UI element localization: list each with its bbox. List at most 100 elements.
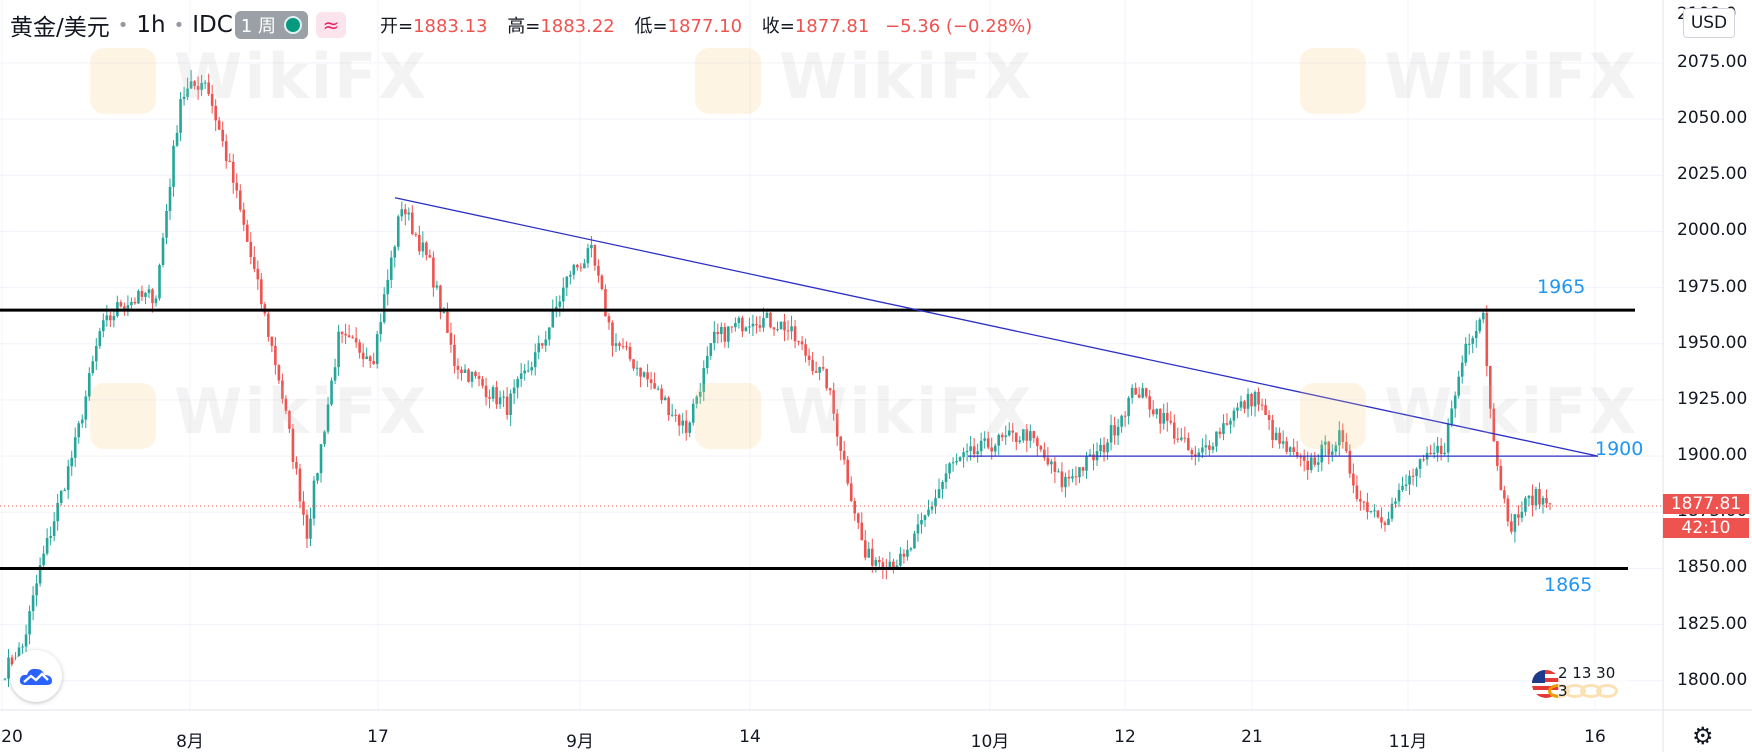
currency-button[interactable]: USD <box>1683 8 1735 38</box>
candle-body <box>1197 452 1201 456</box>
candle-body <box>572 264 576 275</box>
candle-body <box>347 335 351 338</box>
candle-body <box>944 473 948 482</box>
candle-body <box>677 414 681 426</box>
candle-body <box>158 264 161 299</box>
candle-body <box>382 294 386 323</box>
candle-body <box>203 82 207 84</box>
candle-body <box>569 274 572 277</box>
candle-body <box>899 553 902 566</box>
candle-body <box>730 326 734 328</box>
candle-body <box>656 388 660 390</box>
candle-body <box>253 257 256 269</box>
candle-body <box>1229 420 1232 425</box>
candle-body <box>274 345 277 366</box>
candle-body <box>1432 452 1436 455</box>
candle-body <box>3 678 7 680</box>
candle-body <box>1253 392 1257 407</box>
candle-body <box>245 224 249 242</box>
candle-body <box>389 257 393 280</box>
candle-body <box>758 325 762 328</box>
candle-body <box>727 326 730 342</box>
candle-body <box>70 457 74 467</box>
candle-body <box>21 646 24 648</box>
candle-body <box>130 301 133 306</box>
candle-body <box>979 440 983 452</box>
candle-body <box>965 450 969 453</box>
low-value: 1877.10 <box>667 16 743 37</box>
candle-body <box>291 428 295 462</box>
candle-body <box>1067 476 1071 479</box>
candle-body <box>439 285 442 313</box>
candle-body <box>586 248 590 264</box>
interval-label[interactable]: 1h <box>136 12 166 38</box>
candle-body <box>488 397 491 399</box>
candle-body <box>470 371 474 382</box>
candle-body <box>35 583 38 596</box>
descending-trendline[interactable] <box>394 197 1599 457</box>
tradingview-logo-button[interactable] <box>10 650 62 702</box>
candle-body <box>449 332 453 345</box>
time-tick-label: 11月 <box>1388 732 1428 752</box>
candle-body <box>498 397 502 405</box>
candle-body <box>934 498 937 507</box>
candle-body <box>769 312 772 328</box>
candle-body <box>358 342 361 353</box>
candle-body <box>1517 514 1520 518</box>
price-tick-label: 1900.00 <box>1677 445 1748 466</box>
candle-body <box>77 423 81 438</box>
candle-body <box>1443 452 1446 455</box>
candle-body <box>414 234 418 236</box>
candle-body <box>91 361 95 374</box>
candle-body <box>576 264 579 268</box>
candle-body <box>393 246 397 258</box>
candle-body <box>214 105 217 121</box>
candle-body <box>319 444 323 474</box>
candle-body <box>133 301 137 304</box>
candle-body <box>168 186 172 212</box>
candle-body <box>242 209 246 225</box>
candle-body <box>1478 319 1482 332</box>
candle-body <box>1176 438 1180 440</box>
candle-body <box>604 289 607 317</box>
candle-body <box>828 388 832 391</box>
candle-body <box>1464 343 1468 363</box>
candle-body <box>1172 422 1176 439</box>
candle-body <box>1348 450 1352 474</box>
candle-body <box>1134 387 1137 395</box>
candle-body <box>562 287 565 302</box>
candle-body <box>411 212 414 235</box>
candle-body <box>923 515 927 521</box>
candle-body <box>1316 462 1320 465</box>
candle-body <box>1239 401 1243 408</box>
candle-body <box>31 595 35 612</box>
symbol-name[interactable]: 黄金/美元 <box>10 15 110 41</box>
gear-icon[interactable]: ⚙ <box>1692 722 1714 750</box>
candle-body <box>519 373 523 379</box>
candle-body <box>196 86 200 90</box>
candle-body <box>1021 429 1025 441</box>
candle-body <box>670 414 674 416</box>
candle-body <box>481 378 484 386</box>
candle-body <box>1541 498 1545 505</box>
candle-body <box>66 466 70 490</box>
candle-body <box>495 387 498 405</box>
candle-body <box>140 290 144 297</box>
candle-body <box>418 234 421 252</box>
candle-body <box>1081 467 1085 471</box>
candle-body <box>1481 312 1485 320</box>
candle-body <box>1032 431 1036 439</box>
economic-events-badge[interactable]: 2 13 30 3 <box>1532 664 1627 704</box>
candle-body <box>1439 445 1443 455</box>
candle-body <box>593 245 597 266</box>
candle-body <box>849 483 853 502</box>
candle-body <box>288 410 291 429</box>
candle-body <box>1429 452 1432 455</box>
candle-body <box>1299 456 1302 458</box>
candle-body <box>326 404 330 432</box>
candle-body <box>537 343 541 353</box>
wave-icon[interactable]: ≈ <box>315 12 346 38</box>
candle-body <box>1510 521 1513 532</box>
market-status-pill[interactable]: 1 周 <box>234 11 308 39</box>
